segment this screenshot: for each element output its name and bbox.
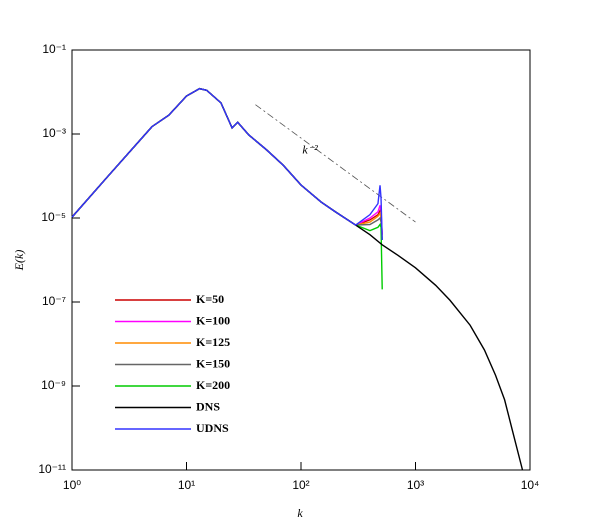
y-tick-label: 10⁻³ [42, 126, 66, 140]
legend-label: K=150 [196, 356, 230, 370]
x-tick-label: 10² [292, 478, 309, 492]
y-tick-label: 10⁻¹¹ [38, 462, 66, 476]
y-tick-label: 10⁻⁷ [42, 294, 66, 308]
x-tick-label: 10⁰ [63, 478, 81, 492]
x-tick-label: 10³ [407, 478, 424, 492]
reference-line [255, 104, 416, 223]
legend-label: K=200 [196, 378, 230, 392]
annotation: k⁻² [302, 142, 318, 156]
series-line [71, 87, 383, 240]
series-line [71, 87, 524, 471]
legend-label: DNS [196, 399, 220, 413]
legend-label: K=50 [196, 292, 224, 306]
y-tick-label: 10⁻⁹ [41, 378, 66, 392]
y-tick-label: 10⁻⁵ [41, 210, 66, 224]
legend-label: K=125 [196, 335, 230, 349]
legend-label: K=100 [196, 313, 230, 327]
series-line [71, 87, 383, 290]
x-tick-label: 10⁴ [521, 478, 540, 492]
x-axis-label: k [297, 506, 303, 520]
y-axis-label: E(k) [12, 250, 26, 272]
legend-label: UDNS [196, 421, 229, 435]
y-tick-label: 10⁻¹ [42, 42, 66, 56]
x-tick-label: 10¹ [178, 478, 195, 492]
